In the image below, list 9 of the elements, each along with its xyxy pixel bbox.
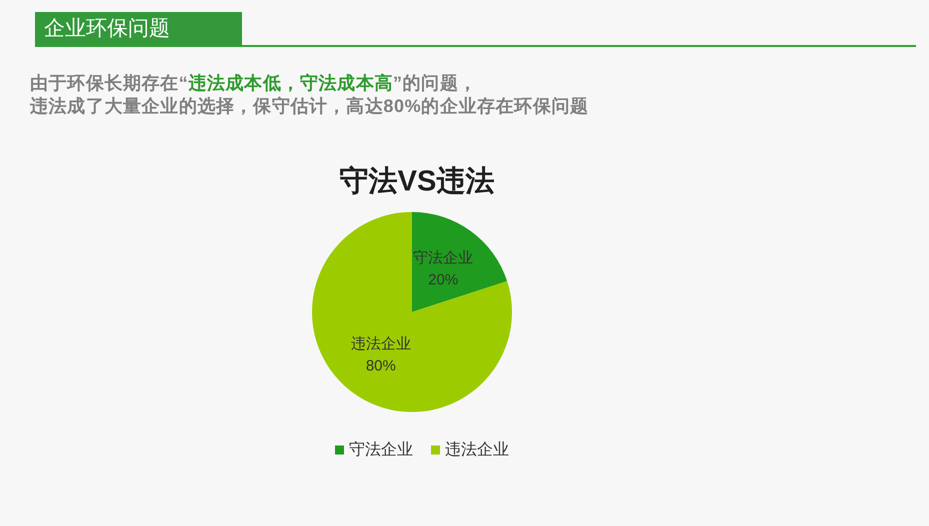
chart-title: 守法VS违法 bbox=[340, 164, 494, 198]
legend-label: 守法企业 bbox=[349, 440, 413, 458]
text: 企业环保问题 bbox=[35, 12, 242, 46]
legend-label: 违法企业 bbox=[445, 440, 509, 458]
data-label: 20% bbox=[428, 272, 458, 289]
chart-subtitle: 由于环保长期存在“违法成本低，守法成本高”的问题，违法成了大量企业的选择，保守估计，高达80%的企业存在环保问题 bbox=[30, 73, 589, 116]
slice-label: 违法企业 bbox=[350, 335, 411, 352]
data-label: 80% bbox=[366, 357, 396, 374]
slice-label: 守法企业 bbox=[413, 250, 474, 267]
